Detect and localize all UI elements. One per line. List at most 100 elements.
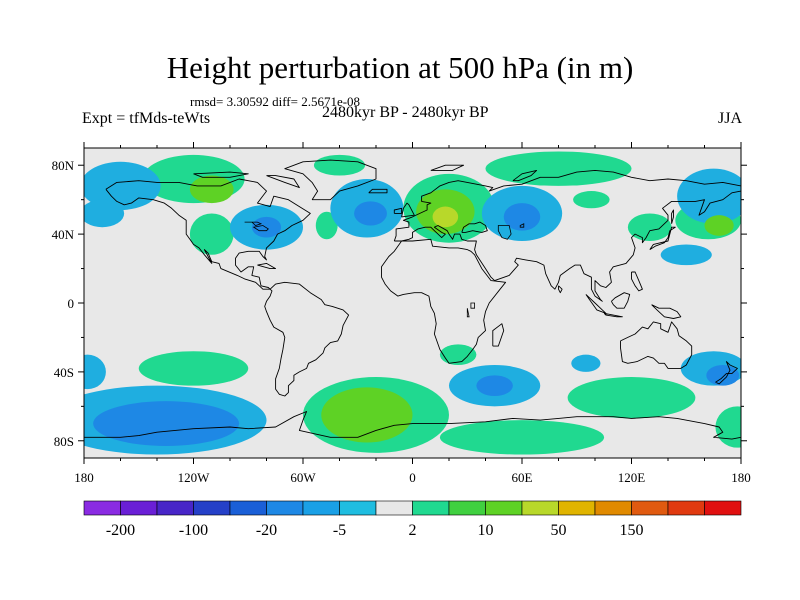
lake-outline [252,225,269,232]
anomaly-s-pacific-pos [138,351,249,386]
page-title: Height perturbation at 500 hPa (in m) [166,50,634,85]
y-tick-label: 80N [52,158,75,173]
colorbar-label: 150 [620,522,644,539]
coastline [266,175,300,189]
coastline [257,262,277,270]
anomaly-e-asia-neg [677,168,741,224]
anomaly-arctic-asia-pos [485,151,632,186]
coastline [284,159,377,201]
colorbar-label: -20 [256,522,277,539]
colorbar-label: 50 [551,522,567,539]
x-tick-label: 120E [618,470,646,485]
period-label: 2480kyr BP - 2480kyr BP [322,104,489,121]
y-tick-label: 40N [52,227,75,242]
anomaly-s-pacific-neg-core [93,401,240,446]
colorbar-label: -5 [333,522,346,539]
colorbar-box [302,500,340,516]
lake-outline [470,302,475,309]
colorbar-box [485,500,523,516]
colorbar-box [412,500,450,516]
y-tick-label: 0 [68,296,75,311]
coastline [558,285,563,294]
x-tick-label: 60W [290,470,316,485]
y-tick-label: 40S [54,365,74,380]
coastline-layer [84,159,741,440]
colorbar-box [448,500,486,516]
coastline [715,361,738,385]
coastline [105,178,311,290]
anomaly-nz-neg-core [706,365,740,386]
axis-ticks: 180 120W 60W 0 60E 120E 180 80N 40N 0 40S 80S [52,142,751,485]
anomaly-sw-pacific-neg [84,354,106,390]
colorbar-box [193,500,231,516]
anomaly-asia-neg-core [503,203,541,231]
anomaly-antarctic-pos [715,406,741,448]
x-tick-label: 120W [178,470,211,485]
anomaly-s-indian-neg-core [476,375,513,396]
y-tick-label: 80S [54,434,74,449]
colorbar-label: 2 [409,522,417,539]
anomaly-layer [84,151,741,455]
colorbar-box [266,500,304,516]
coastline [401,202,415,218]
coastline [631,271,643,292]
colorbar-box [120,500,158,516]
anomaly-mid-atlantic-neg-core [354,201,387,226]
anomaly-nw-atlantic-pos [315,211,338,240]
anomaly-c-pacific-pos [627,213,672,242]
coastline [381,238,507,364]
anomaly-s-africa-pos [439,344,477,365]
anomaly-w-pacific-neg [660,244,712,266]
colorbar-box [229,500,267,516]
coastline [264,281,350,397]
x-tick-label: 180 [74,470,94,485]
coastline [611,292,631,309]
coastline [649,226,676,250]
colorbar: -200 -100 -20 -5 2 10 50 150 [83,500,742,539]
colorbar-box [558,500,596,516]
colorbar-box [594,500,632,516]
coastline [461,221,488,233]
map-plot-area [84,148,741,458]
colorbar-box [631,500,669,516]
lake-outline [244,221,263,226]
anomaly-c-asia-pos [573,191,610,209]
season-label: JJA [717,110,742,127]
anomaly-australia-neg [571,354,601,372]
anomaly-n-pacific-neg-2 [84,199,125,228]
anomaly-n-america-neg-core [251,216,282,238]
anomaly-greenland-pos [313,154,366,176]
coastline [84,411,741,440]
colorbar-label: -200 [106,522,135,539]
coastline [393,169,741,302]
stats-line: rmsd= 3.30592 diff= 2.5671e-08 [190,94,361,109]
colorbar-box [667,500,705,516]
lake-outline [519,223,525,228]
colorbar-box [156,500,194,516]
anomaly-w-us-pos [189,213,234,255]
experiment-label: Expt = tfMds-teWts [82,110,211,127]
coastline [671,209,674,224]
colorbar-label: 10 [478,522,494,539]
anomaly-australia-pos [567,377,696,419]
colorbar-label: -100 [179,522,208,539]
colorbar-box [83,500,121,516]
coastline [393,207,403,214]
coastline [492,323,505,347]
colorbar-box [375,500,413,516]
x-tick-label: 60E [512,470,533,485]
anomaly-canada-pos-core [189,175,234,204]
x-tick-label: 180 [731,470,751,485]
coastline [651,304,682,319]
coastline [603,312,623,318]
coastline [430,164,465,171]
coastline [512,169,538,182]
colorbar-box [704,500,742,516]
coastline [620,321,693,369]
colorbar-box [339,500,377,516]
anomaly-europe-pos-core [432,206,459,228]
coastline [193,171,249,178]
lake-outline [466,308,470,318]
x-tick-label: 0 [409,470,416,485]
